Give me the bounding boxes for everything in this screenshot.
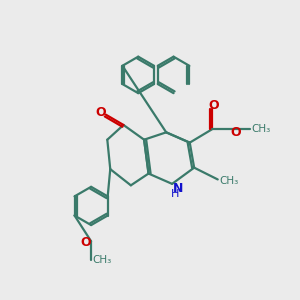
- Text: O: O: [95, 106, 106, 119]
- Text: H: H: [171, 189, 179, 199]
- Text: N: N: [173, 182, 184, 195]
- Text: CH₃: CH₃: [219, 176, 238, 186]
- Text: O: O: [231, 126, 241, 140]
- Text: O: O: [80, 236, 91, 249]
- Text: O: O: [208, 99, 219, 112]
- Text: CH₃: CH₃: [93, 255, 112, 266]
- Text: CH₃: CH₃: [252, 124, 271, 134]
